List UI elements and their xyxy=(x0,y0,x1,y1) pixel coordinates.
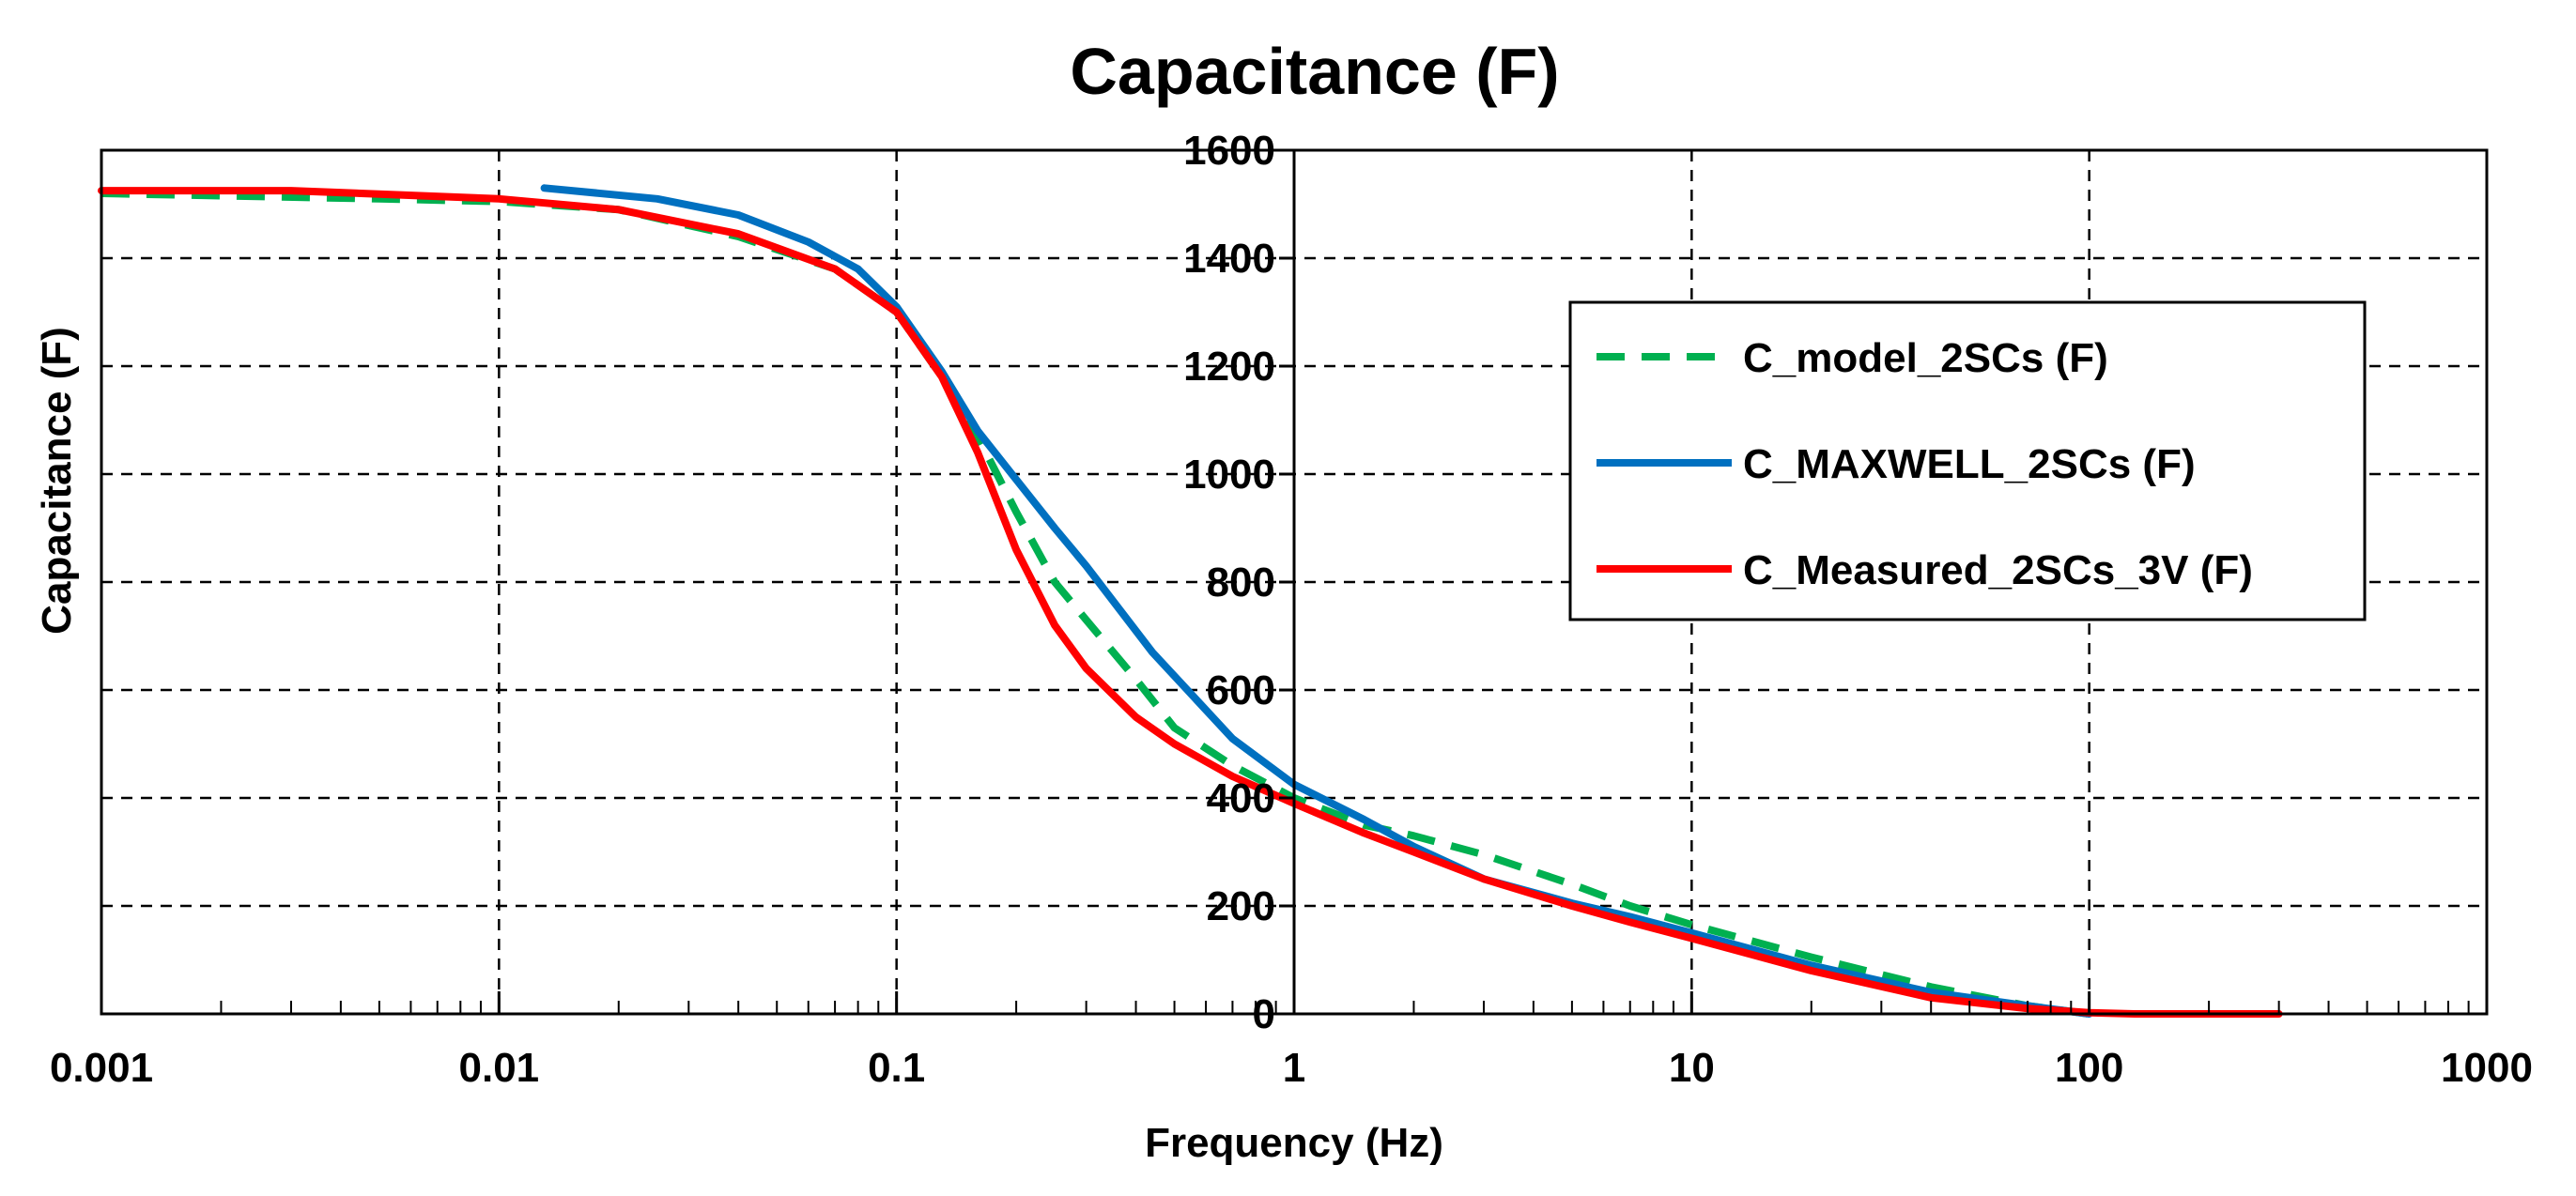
series-line-2 xyxy=(540,184,2093,1018)
x-tick-label: 1000 xyxy=(2441,1045,2533,1091)
y-axis-title: Capacitance (F) xyxy=(34,327,80,635)
x-axis-title: Frequency (Hz) xyxy=(1145,1120,1443,1166)
chart-title: Capacitance (F) xyxy=(1070,35,1559,108)
x-tick-label: 100 xyxy=(2055,1045,2123,1091)
ticks-group: 0.001 0.01 0.1 1 10 100 1000 0 200 400 600 800 1000 1… xyxy=(50,128,2533,1091)
legend-label: C_MAXWELL_2SCs (F) xyxy=(1743,441,2196,487)
legend-label: C_model_2SCs (F) xyxy=(1743,335,2108,381)
y-tick-label: 400 xyxy=(1207,775,1275,821)
y-tick-label: 800 xyxy=(1207,560,1275,606)
x-tick-label: 10 xyxy=(1669,1045,1715,1091)
x-tick-label: 0.1 xyxy=(868,1045,925,1091)
legend-label: C_Measured_2SCs_3V (F) xyxy=(1743,547,2253,593)
y-tick-label: 1200 xyxy=(1183,344,1275,390)
series-line-3 xyxy=(98,187,2283,1018)
x-tick-label: 0.001 xyxy=(50,1045,153,1091)
y-tick-label: 600 xyxy=(1207,667,1275,713)
x-tick-label: 1 xyxy=(1283,1045,1305,1091)
y-tick-label: 1600 xyxy=(1183,128,1275,174)
y-tick-label: 1000 xyxy=(1183,452,1275,498)
x-tick-label: 0.01 xyxy=(459,1045,540,1091)
series-group xyxy=(98,184,2283,1018)
y-tick-label: 1400 xyxy=(1183,236,1275,282)
legend: C_model_2SCs (F) C_MAXWELL_2SCs (F) C_Meas… xyxy=(1568,300,2367,621)
y-tick-label: 200 xyxy=(1207,883,1275,929)
y-tick-label: 0 xyxy=(1253,991,1275,1037)
